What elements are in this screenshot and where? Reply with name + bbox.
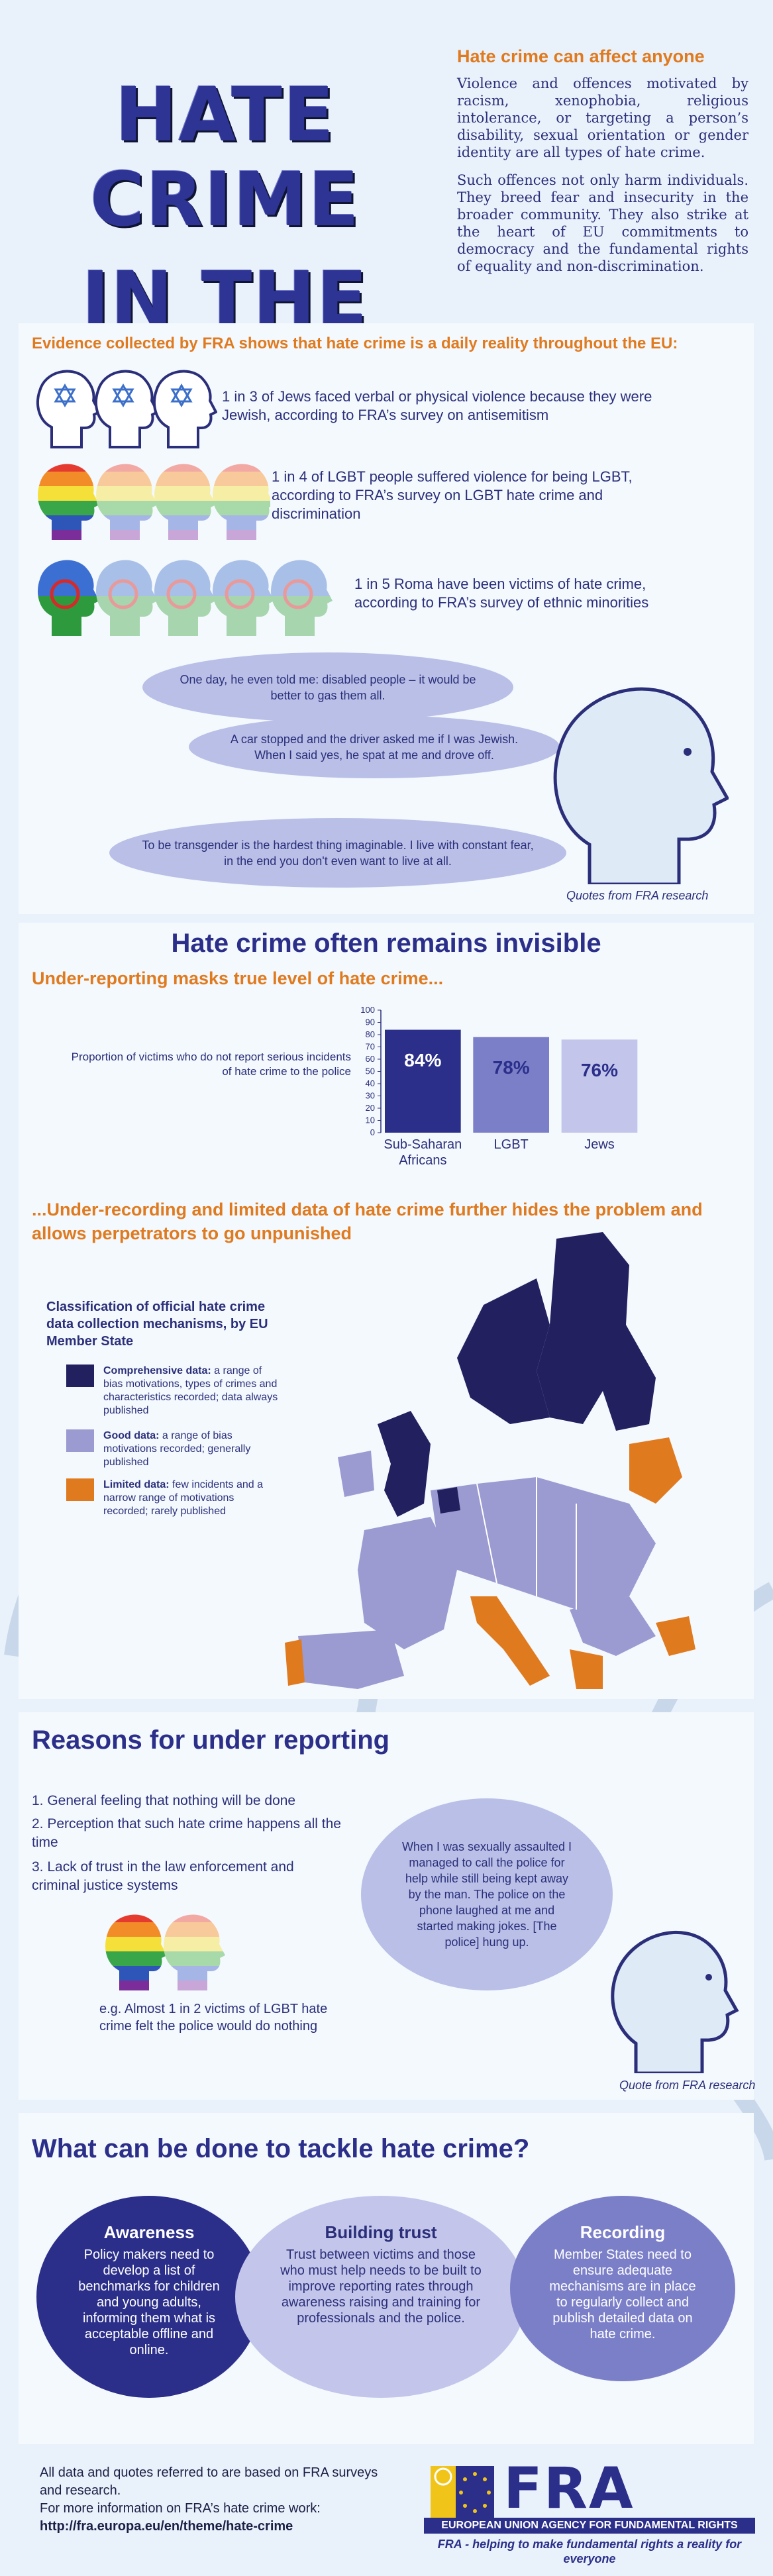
- footer-text: All data and quotes referred to are base…: [40, 2464, 397, 2536]
- map-title: Classification of official hate crime da…: [46, 1300, 268, 1349]
- legend-text: a range of bias motivations, types of cr…: [103, 1365, 278, 1416]
- y-tick-label: 0: [370, 1127, 375, 1137]
- evidence-title: Evidence collected by FRA shows that hat…: [32, 335, 678, 352]
- fra-tagline: FRA - helping to make fundamental rights…: [437, 2538, 742, 2565]
- stat-jews: 1 in 3 of Jews faced verbal or physical …: [222, 388, 652, 423]
- y-tick-label: 90: [366, 1017, 375, 1027]
- tackle-title: What can be done to tackle hate crime?: [32, 2134, 530, 2163]
- stat-lgbt: 1 in 4 of LGBT people suffered violence …: [272, 468, 633, 522]
- legend-text: few incidents and a narrow range of moti…: [103, 1479, 263, 1517]
- legend-text: a range of bias motivations recorded; ge…: [103, 1430, 251, 1468]
- awareness-card: Awareness Policy makers need to develop …: [36, 2196, 262, 2398]
- legend-comprehensive: Comprehensive data: a range of bias moti…: [66, 1365, 278, 1417]
- awareness-body: Policy makers need to develop a list of …: [78, 2247, 220, 2357]
- unreported-bar-chart: 100908070605040302010084%Sub-SaharanAfri…: [360, 1005, 638, 1168]
- x-category-label: Africans: [399, 1153, 446, 1168]
- footer-url-link[interactable]: http://fra.europa.eu/en/theme/hate-crime: [40, 2519, 293, 2534]
- y-tick-label: 60: [366, 1054, 375, 1064]
- x-category-label: Jews: [584, 1137, 615, 1152]
- footer-line-2: For more information on FRA’s hate crime…: [40, 2501, 321, 2516]
- footer-line-1: All data and quotes referred to are base…: [40, 2465, 378, 2498]
- recording-card: Recording Member States need to ensure a…: [510, 2196, 735, 2381]
- under-reporting-subtitle: Under-reporting masks true level of hate…: [32, 968, 444, 988]
- awareness-title: Awareness: [103, 2222, 195, 2242]
- legend-swatch: [66, 1478, 94, 1501]
- bar-value-label: 76%: [581, 1060, 618, 1080]
- legend-label: Comprehensive data:: [103, 1365, 211, 1376]
- intro-paragraph-1: Violence and offences motivated by racis…: [457, 76, 748, 160]
- stat-roma: 1 in 5 Roma have been victims of hate cr…: [354, 576, 649, 611]
- quote-bubble-1: One day, he even told me: disabled peopl…: [142, 652, 513, 722]
- reason-item-2: 2. Perception that such hate crime happe…: [32, 1816, 341, 1850]
- quote-bubble-2: A car stopped and the driver asked me if…: [189, 715, 560, 778]
- legend-good: Good data: a range of bias motivations r…: [66, 1429, 278, 1469]
- y-tick-label: 50: [366, 1066, 375, 1076]
- reasons-quote-caption: Quote from FRA research: [619, 2079, 756, 2092]
- legend-label: Limited data:: [103, 1479, 170, 1490]
- head-icons-jewish: [36, 370, 217, 448]
- y-tick-label: 20: [366, 1103, 375, 1113]
- x-category-label: LGBT: [494, 1137, 529, 1152]
- y-tick-label: 10: [366, 1115, 375, 1125]
- fra-emblem-icon: [431, 2466, 494, 2519]
- bar-0: [385, 1029, 461, 1133]
- reasons-quote-bubble: When I was sexually assaulted I managed …: [361, 1798, 613, 1990]
- bar-1: [473, 1037, 549, 1133]
- invisible-title: Hate crime often remains invisible: [171, 929, 601, 958]
- intro: Hate crime can affect anyone Violence an…: [457, 46, 748, 275]
- legend-limited: Limited data: few incidents and a narrow…: [66, 1478, 278, 1518]
- quote-bubble-3: To be transgender is the hardest thing i…: [109, 818, 566, 888]
- y-tick-label: 40: [366, 1078, 375, 1088]
- building-trust-card: Building trust Trust between victims and…: [235, 2196, 527, 2398]
- speaker-head-icon: [553, 687, 729, 884]
- y-tick-label: 30: [366, 1091, 375, 1101]
- y-tick-label: 100: [360, 1005, 375, 1015]
- eu-map: [285, 1232, 696, 1689]
- y-tick-label: 80: [366, 1029, 375, 1039]
- fra-agency-banner: EUROPEAN UNION AGENCY FOR FUNDAMENTAL RI…: [424, 2518, 755, 2534]
- title-line1: HATE CRIME: [89, 72, 361, 243]
- reason-item-1: 1. General feeling that nothing will be …: [32, 1793, 296, 1808]
- y-tick-label: 70: [366, 1042, 375, 1052]
- reasons-example: e.g. Almost 1 in 2 victims of LGBT hate …: [99, 2002, 328, 2034]
- legend-label: Good data:: [103, 1430, 160, 1441]
- head-icons-lgbt-small: [105, 1914, 225, 1990]
- intro-paragraph-2: Such offences not only harm individuals.…: [457, 172, 748, 274]
- under-recording-subtitle: ...Under-recording and limited data of h…: [32, 1200, 703, 1243]
- intro-subtitle: Hate crime can affect anyone: [457, 46, 705, 66]
- head-icons-roma: [32, 553, 336, 639]
- bar-2: [561, 1039, 638, 1133]
- legend-swatch: [66, 1365, 94, 1387]
- legend-swatch: [66, 1429, 94, 1452]
- bar-value-label: 78%: [493, 1057, 530, 1078]
- fra-logo: FRA EUROPEAN UNION AGENCY FOR FUNDAMENTA…: [424, 2455, 755, 2534]
- reason-item-3: 3. Lack of trust in the law enforcement …: [32, 1859, 294, 1893]
- recording-title: Recording: [580, 2222, 666, 2242]
- chart-caption: Proportion of victims who do not report …: [71, 1051, 351, 1078]
- reasons-title: Reasons for under reporting: [32, 1726, 390, 1755]
- recording-body: Member States need to ensure adequate me…: [549, 2247, 696, 2342]
- fra-logo-text: FRA: [503, 2455, 635, 2522]
- quotes-caption: Quotes from FRA research: [566, 889, 709, 902]
- x-category-label: Sub-Saharan: [384, 1137, 462, 1152]
- speaker-head-icon-small: [611, 1930, 739, 2073]
- bar-value-label: 84%: [404, 1050, 441, 1070]
- head-icons-lgbt: [38, 464, 270, 540]
- building-trust-title: Building trust: [325, 2222, 437, 2242]
- building-trust-body: Trust between victims and those who must…: [280, 2247, 482, 2326]
